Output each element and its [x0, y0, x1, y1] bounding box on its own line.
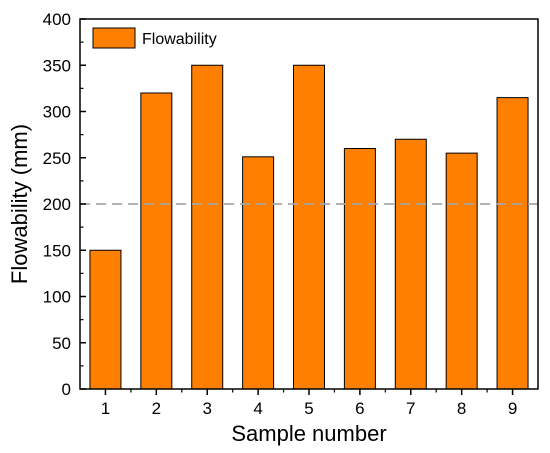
y-tick-label: 150 [43, 241, 71, 260]
x-tick-label: 9 [508, 399, 517, 418]
x-tick-label: 4 [253, 399, 262, 418]
bar-sample-5 [293, 64, 325, 390]
x-axis: 1 2 3 4 5 6 7 8 9 [101, 389, 517, 418]
y-axis: 0 50 100 150 200 250 300 350 400 [43, 10, 86, 399]
y-tick-label: 50 [52, 334, 71, 353]
bar-sample-4 [242, 156, 275, 390]
x-tick-label: 3 [202, 399, 211, 418]
bar-sample-2 [140, 92, 173, 390]
bar-sample-7 [394, 138, 427, 390]
legend-label: Flowability [142, 31, 217, 48]
y-tick-label: 100 [43, 288, 71, 307]
x-tick-label: 5 [304, 399, 313, 418]
y-tick-label: 200 [43, 195, 71, 214]
bar-sample-6 [343, 148, 376, 390]
legend: Flowability [92, 27, 217, 49]
x-axis-title: Sample number [231, 421, 386, 446]
bar-sample-9 [496, 97, 529, 390]
y-tick-label: 400 [43, 10, 71, 29]
y-tick-label: 300 [43, 103, 71, 122]
bar-sample-3 [191, 64, 224, 390]
bars-layer [89, 64, 529, 390]
bar-sample-1 [89, 249, 122, 390]
bar-sample-8 [445, 152, 478, 390]
x-tick-label: 6 [355, 399, 364, 418]
x-tick-label: 1 [101, 399, 110, 418]
y-tick-label: 250 [43, 149, 71, 168]
x-tick-label: 2 [152, 399, 161, 418]
x-tick-label: 7 [406, 399, 415, 418]
legend-swatch [92, 27, 136, 49]
y-tick-label: 350 [43, 56, 71, 75]
y-tick-label: 0 [62, 380, 71, 399]
x-tick-label: 8 [457, 399, 466, 418]
y-axis-title: Flowability (mm) [7, 124, 32, 284]
